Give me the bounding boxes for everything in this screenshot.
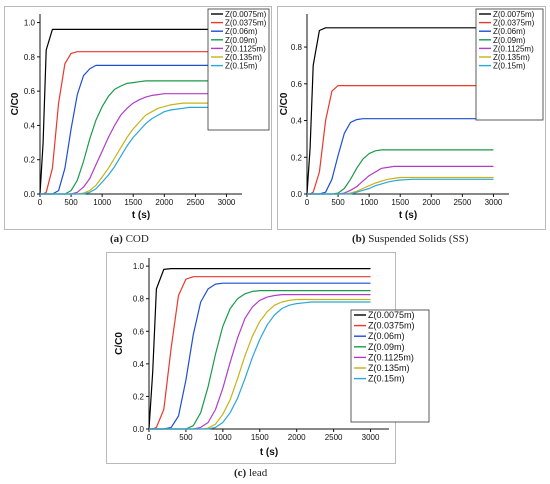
chart-a-y-tick-label: 0.4 <box>24 121 36 130</box>
chart-b-x-tick-label: 1000 <box>360 198 378 207</box>
chart-a-legend-label: Z(0.15m) <box>225 62 258 71</box>
chart-a-legend-label: Z(0.09m) <box>225 36 258 45</box>
caption-c-letter: (c) <box>234 467 247 479</box>
chart-b-y-tick-label: 0.4 <box>291 117 303 126</box>
chart-c-x-tick-label: 2000 <box>288 433 306 442</box>
chart-a-x-tick-label: 2500 <box>186 198 204 207</box>
caption-c-text: lead <box>246 467 268 479</box>
chart-a-x-axis-label: t (s) <box>132 210 150 221</box>
chart-a-x-tick-label: 2000 <box>155 198 173 207</box>
chart-c-series-line <box>149 282 371 430</box>
chart-b-legend-label: Z(0.15m) <box>493 62 526 71</box>
chart-b-legend-label: Z(0.0075m) <box>493 10 535 19</box>
chart-c-legend-label: Z(0.0075m) <box>368 310 415 320</box>
chart-b-legend-label: Z(0.06m) <box>493 27 526 36</box>
chart-c-x-tick-label: 0 <box>147 433 152 442</box>
chart-a-series-line <box>40 51 227 195</box>
chart-c-y-tick-label: 0.6 <box>133 327 145 336</box>
chart-b-y-axis-label: C/C0 <box>279 92 290 115</box>
chart-a-legend-label: Z(0.1125m) <box>225 44 266 53</box>
chart-c-legend-label: Z(0.0375m) <box>368 321 415 331</box>
chart-c-legend-label: Z(0.1125m) <box>368 352 414 362</box>
chart-b-legend-label: Z(0.09m) <box>493 36 526 45</box>
chart-c-y-tick-label: 0.0 <box>133 425 145 434</box>
chart-b-legend-box <box>475 8 544 121</box>
chart-c-legend-box <box>350 309 430 423</box>
chart-a-series-line <box>40 64 227 195</box>
chart-a-legend-box <box>207 8 270 131</box>
chart-b-y-tick-label: 0.8 <box>291 43 303 52</box>
chart-a-series-line <box>40 106 227 195</box>
caption-b: (b) Suspended Solids (SS) <box>352 233 468 245</box>
chart-b-x-tick-label: 2500 <box>453 198 471 207</box>
chart-a-legend-label: Z(0.06m) <box>225 27 258 36</box>
chart-c-series-line <box>149 294 371 430</box>
chart-c-series-line <box>149 276 371 430</box>
chart-c-legend-label: Z(0.06m) <box>368 331 405 341</box>
chart-c-x-tick-label: 2500 <box>325 433 343 442</box>
chart-c-x-axis-label: t (s) <box>260 447 278 458</box>
caption-a-letter: (a) <box>110 233 123 245</box>
chart-a-y-axis-label: C/C0 <box>10 92 21 115</box>
chart-c-y-tick-label: 0.2 <box>133 392 145 401</box>
chart-b-series-line <box>307 118 494 195</box>
chart-c-x-tick-label: 3000 <box>362 433 380 442</box>
caption-a: (a) COD <box>110 233 149 245</box>
chart-b-x-tick-label: 0 <box>305 198 310 207</box>
chart-c-series-line <box>149 290 371 430</box>
caption-a-text: COD <box>122 233 149 245</box>
chart-b-y-tick-label: 0.6 <box>291 80 303 89</box>
chart-a-x-tick-label: 500 <box>64 198 78 207</box>
chart-a-y-tick-label: 0.8 <box>24 53 36 62</box>
chart-b-series-line <box>306 27 494 195</box>
caption-c: (c) lead <box>234 467 267 479</box>
caption-b-text: Suspended Solids (SS) <box>365 233 469 245</box>
chart-b-x-tick-label: 3000 <box>485 198 503 207</box>
chart-b-series-line <box>307 178 494 195</box>
chart-c-legend-label: Z(0.15m) <box>368 374 405 384</box>
chart-b-x-tick-label: 2000 <box>422 198 440 207</box>
chart-b-legend-label: Z(0.1125m) <box>493 44 534 53</box>
chart-c-legend-label: Z(0.09m) <box>368 342 405 352</box>
chart-c-y-tick-label: 1.0 <box>133 262 145 271</box>
chart-c-series-line <box>149 298 371 430</box>
chart-c-series-line <box>149 301 371 430</box>
chart-a-y-tick-label: 0.2 <box>24 156 36 165</box>
chart-a-series-line <box>39 28 227 195</box>
chart-c-x-tick-label: 1000 <box>214 433 232 442</box>
chart-a-x-tick-label: 3000 <box>218 198 236 207</box>
chart-a-legend-label: Z(0.135m) <box>225 53 262 62</box>
chart-b-legend-label: Z(0.135m) <box>493 53 530 62</box>
chart-c-y-axis-label: C/C0 <box>114 332 125 355</box>
chart-c-x-tick-label: 1500 <box>251 433 269 442</box>
chart-a-legend-label: Z(0.0075m) <box>225 10 267 19</box>
chart-b-x-tick-label: 500 <box>331 198 345 207</box>
chart-a-legend-label: Z(0.0375m) <box>225 19 267 28</box>
chart-a-y-tick-label: 0.6 <box>24 87 36 96</box>
chart-c-x-tick-label: 500 <box>179 433 193 442</box>
chart-c-y-tick-label: 0.4 <box>133 360 145 369</box>
chart-a-x-tick-label: 0 <box>38 198 43 207</box>
chart-a-x-tick-label: 1500 <box>124 198 142 207</box>
chart-b-x-axis-label: t (s) <box>399 210 417 221</box>
chart-a-x-tick-label: 1000 <box>93 198 111 207</box>
chart-c-legend-label: Z(0.135m) <box>368 363 410 373</box>
chart-b-y-tick-label: 0.2 <box>291 153 303 162</box>
chart-c-y-tick-label: 0.8 <box>133 295 145 304</box>
chart-a-y-tick-label: 0.0 <box>24 190 36 199</box>
chart-a-y-tick-label: 1.0 <box>24 19 36 28</box>
chart-c-series-line <box>148 268 371 430</box>
chart-b-legend-label: Z(0.0375m) <box>493 19 535 28</box>
chart-b-series-line <box>307 84 494 195</box>
caption-b-letter: (b) <box>352 233 366 245</box>
chart-b-x-tick-label: 1500 <box>391 198 409 207</box>
chart-b-y-tick-label: 0.0 <box>291 190 303 199</box>
